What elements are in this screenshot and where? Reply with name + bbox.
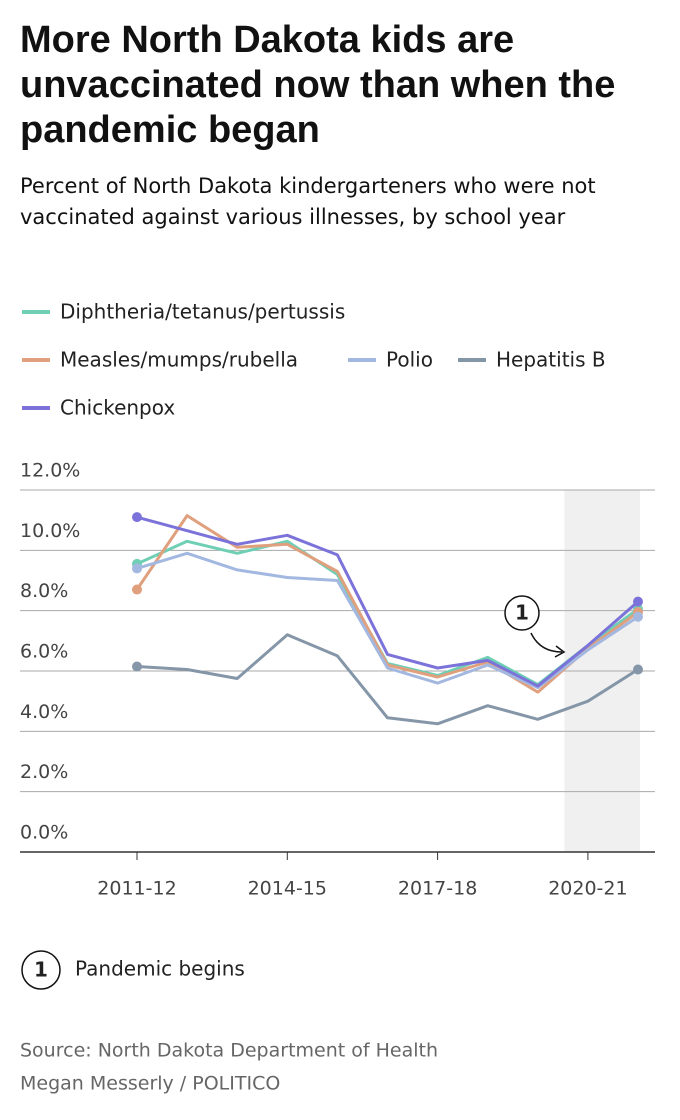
legend-label: Hepatitis B	[496, 348, 606, 372]
legend-label: Polio	[386, 348, 433, 372]
annotation-circle	[504, 595, 540, 631]
annotation-arrowhead	[554, 645, 566, 658]
annotation-arrow	[530, 632, 563, 653]
y-tick-label: 4.0%	[20, 701, 68, 723]
x-tick-label: 2017-18	[398, 878, 477, 900]
y-tick-label: 0.0%	[20, 822, 68, 844]
end-dot	[132, 512, 142, 523]
end-dot	[132, 584, 142, 595]
note-number: 1	[34, 958, 48, 982]
series-line	[136, 633, 639, 726]
end-dot	[132, 563, 142, 574]
legend-label: Measles/mumps/rubella	[60, 348, 298, 372]
legend-label: Diphtheria/tetanus/pertussis	[60, 300, 345, 324]
chart-title: More North Dakota kids are unvaccinated …	[20, 19, 616, 151]
x-tick-label: 2020-21	[548, 878, 627, 900]
end-dot	[132, 661, 142, 672]
credit: Megan Messerly / POLITICO	[20, 1073, 280, 1095]
legend-label: Chickenpox	[60, 396, 175, 420]
y-tick-label: 12.0%	[20, 460, 80, 482]
y-tick-label: 2.0%	[20, 761, 68, 783]
annotation-number: 1	[515, 601, 529, 625]
chart-subtitle: Percent of North Dakota kindergarteners …	[20, 174, 596, 229]
end-dot	[633, 664, 643, 675]
end-dot	[633, 596, 643, 607]
y-tick-label: 8.0%	[20, 580, 68, 602]
series-line	[136, 515, 639, 688]
series-line	[136, 551, 639, 690]
source: Source: North Dakota Department of Healt…	[20, 1040, 438, 1062]
note-text: Pandemic begins	[75, 957, 245, 981]
y-tick-label: 10.0%	[20, 520, 80, 542]
end-dot	[633, 611, 643, 622]
y-tick-label: 6.0%	[20, 641, 68, 663]
x-tick-label: 2011-12	[97, 878, 176, 900]
x-tick-label: 2014-15	[248, 878, 327, 900]
note-circle	[21, 950, 61, 990]
